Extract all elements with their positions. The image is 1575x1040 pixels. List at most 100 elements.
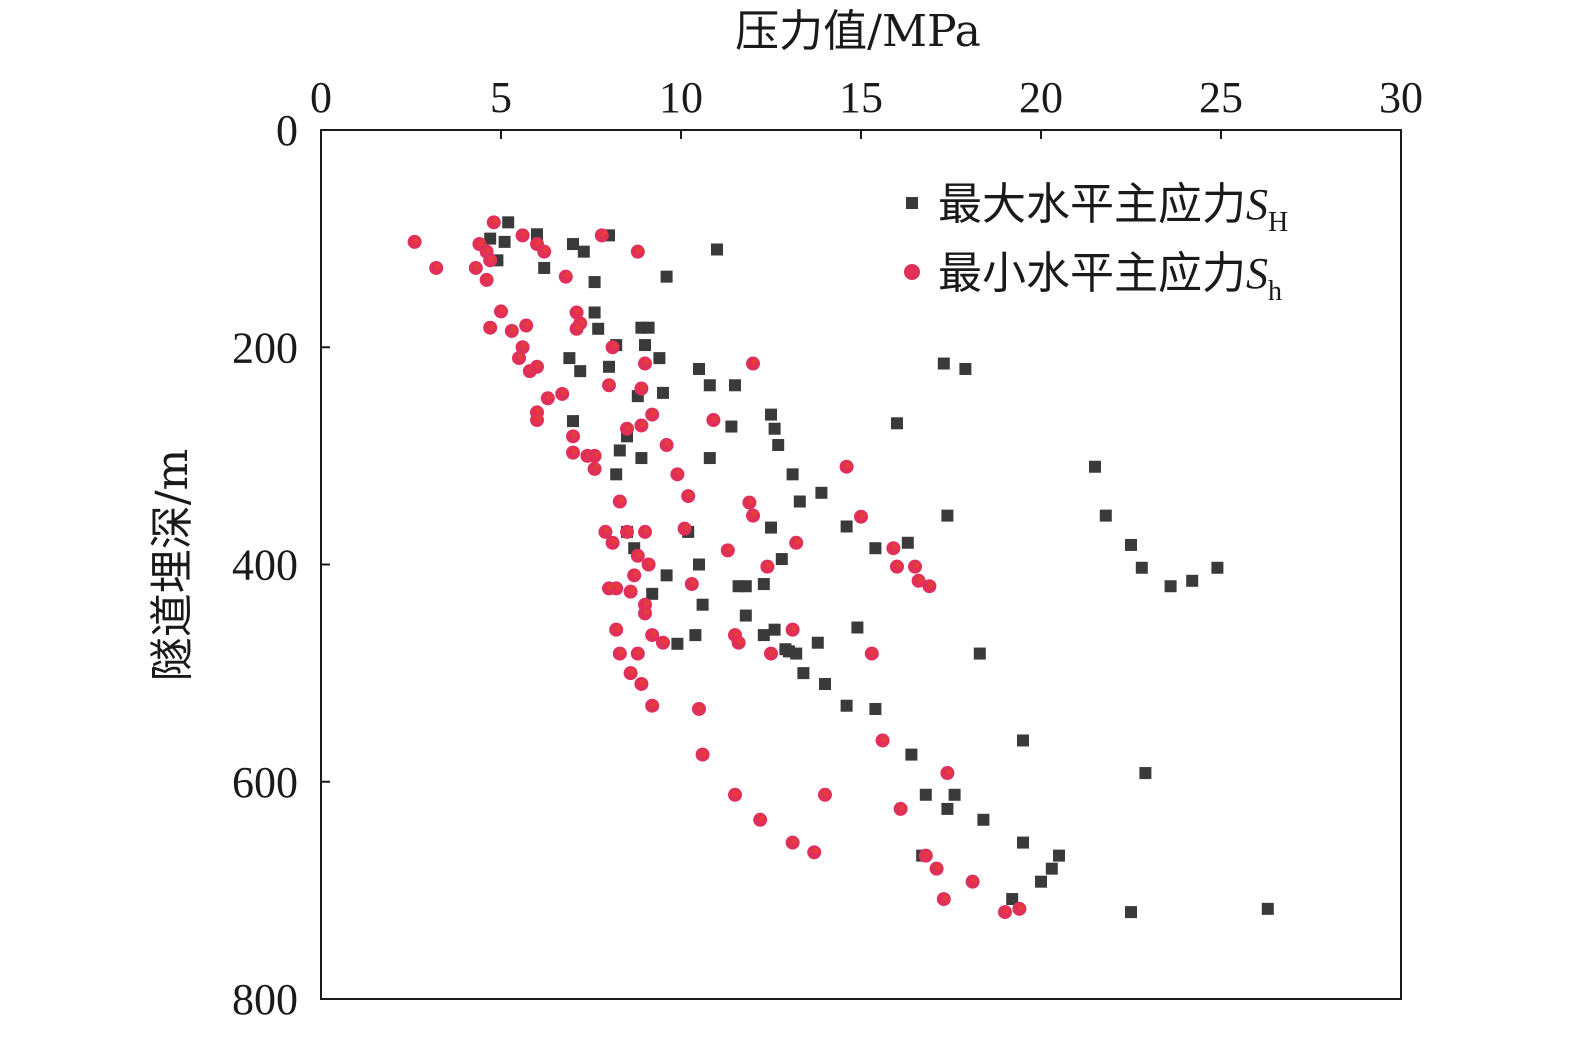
sh-point	[768, 422, 781, 435]
sh-min-point-highlight	[737, 638, 744, 645]
x-tick-label: 10	[659, 73, 703, 122]
sh-min-point-highlight	[593, 451, 600, 458]
sh-point	[1139, 767, 1152, 780]
sh-min-point-highlight	[711, 415, 718, 422]
sh-min-point-highlight	[477, 239, 484, 246]
sh-point	[948, 788, 961, 801]
sh-point	[660, 270, 673, 283]
sh-min-point-highlight	[629, 587, 636, 594]
sh-point	[563, 352, 576, 365]
sh-min-point-highlight	[643, 608, 650, 615]
sh-point	[531, 228, 543, 241]
sh-point	[973, 647, 986, 660]
sh-min-point-highlight	[636, 649, 643, 656]
sh-point	[1211, 561, 1224, 574]
legend-marker-square	[906, 197, 918, 209]
sh-point	[635, 452, 648, 465]
sh-min-point-highlight	[639, 420, 646, 427]
sh-min-point-highlight	[618, 496, 625, 503]
x-tick-label: 5	[490, 73, 512, 122]
sh-point	[1099, 509, 1112, 522]
sh-min-point-highlight	[636, 551, 643, 558]
sh-point	[1186, 574, 1199, 587]
sh-min-point-highlight	[935, 864, 942, 871]
legend-entry-label: 最小水平主应力Sh	[938, 248, 1282, 307]
legend-entry-label: 最大水平主应力SH	[938, 179, 1288, 238]
sh-min-point-highlight	[899, 804, 906, 811]
sh-min-point-highlight	[665, 440, 672, 447]
sh-min-point-highlight	[564, 272, 571, 279]
sh-point	[725, 420, 738, 433]
sh-min-point-highlight	[690, 579, 697, 586]
sh-min-point-highlight	[765, 562, 772, 569]
sh-point	[891, 417, 903, 430]
sh-point	[588, 306, 601, 319]
sh-point	[739, 580, 752, 593]
x-axis-title: 压力值/MPa	[735, 6, 981, 57]
sh-min-point-highlight	[758, 815, 765, 822]
sh-min-point-highlight	[492, 217, 499, 224]
sh-point	[703, 379, 716, 392]
sh-point	[851, 621, 864, 634]
sh-min-point-highlight	[488, 255, 495, 262]
sh-min-point-highlight	[542, 247, 549, 254]
sh-min-point-highlight	[607, 380, 614, 387]
sh-point	[941, 509, 954, 522]
sh-point	[703, 452, 716, 465]
sh-point	[1089, 460, 1101, 473]
sh-min-point-highlight	[510, 326, 517, 333]
sh-point	[613, 444, 626, 457]
sh-min-point-highlight	[575, 324, 582, 331]
sh-min-point-highlight	[859, 512, 866, 519]
legend-entry-text: 最大水平主应力	[938, 179, 1246, 230]
sh-point	[775, 553, 788, 566]
sh-point	[711, 243, 723, 256]
sh-point	[1261, 902, 1274, 915]
sh-min-point-highlight	[891, 543, 898, 550]
legend-entry-symbol: S	[1246, 249, 1268, 298]
sh-min-point-highlight	[917, 576, 924, 583]
sh-min-point-highlight	[791, 838, 798, 845]
sh-point	[502, 216, 515, 229]
sh-min-point-highlight	[650, 701, 657, 708]
sh-point	[657, 386, 669, 399]
sh-min-point-highlight	[625, 424, 632, 431]
x-tick-label: 30	[1379, 73, 1423, 122]
sh-min-point-highlight	[895, 562, 902, 569]
sh-min-point-highlight	[611, 538, 618, 545]
sh-min-point-highlight	[485, 275, 492, 282]
sh-min-point-highlight	[560, 389, 567, 396]
sh-point	[671, 637, 684, 650]
sh-min-point-highlight	[823, 790, 830, 797]
plot-markers	[407, 215, 1274, 920]
sh-point	[869, 702, 882, 715]
sh-min-point-highlight	[643, 600, 650, 607]
sh-min-point-highlight	[686, 491, 693, 498]
sh-min-point-highlight	[643, 359, 650, 366]
sh-min-point-highlight	[1017, 904, 1024, 911]
sh-min-point-highlight	[701, 750, 708, 757]
sh-min-point-highlight	[524, 321, 531, 328]
sh-point	[653, 352, 666, 365]
sh-point	[797, 667, 810, 680]
sh-point	[693, 362, 705, 375]
sh-min-point-highlight	[618, 649, 625, 656]
x-tick-label: 15	[839, 73, 883, 122]
sh-min-point-highlight	[535, 407, 542, 414]
sh-min-point-highlight	[499, 306, 506, 313]
y-tick-label: 800	[232, 975, 298, 1024]
sh-point	[642, 321, 655, 334]
sh-point	[815, 486, 828, 499]
sh-point	[1045, 862, 1058, 875]
sh-min-point-highlight	[571, 431, 578, 438]
y-axis: 0 200 400 600 800	[232, 106, 330, 1024]
sh-point	[905, 748, 918, 761]
legend-entry-symbol: S	[1246, 180, 1268, 229]
sh-min-point-highlight	[683, 524, 690, 531]
sh-point	[790, 647, 803, 660]
sh-point	[538, 261, 551, 274]
sh-point	[786, 468, 799, 481]
sh-point	[696, 598, 709, 611]
sh-point	[757, 629, 770, 642]
